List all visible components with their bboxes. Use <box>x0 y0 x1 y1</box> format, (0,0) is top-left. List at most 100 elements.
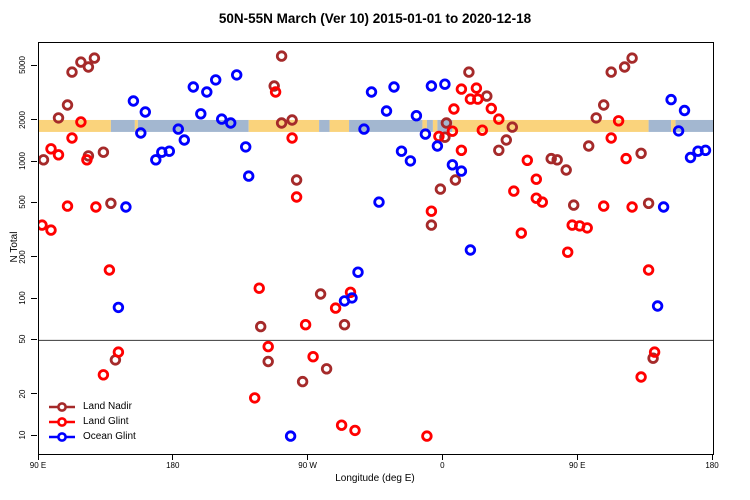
data-point-land-glint <box>642 264 655 276</box>
data-point-land-nadir <box>268 80 280 92</box>
data-point-land-glint <box>515 227 528 239</box>
data-point-ocean-glint <box>172 123 185 135</box>
y-tick-mark <box>31 434 37 436</box>
data-point-land-nadir <box>568 199 580 211</box>
data-point-ocean-glint <box>425 80 438 92</box>
data-point-land-glint <box>508 185 520 197</box>
data-point-ocean-glint <box>201 86 213 98</box>
data-point-land-nadir <box>500 134 513 146</box>
data-point-ocean-glint <box>446 159 459 171</box>
data-point-ocean-glint <box>431 140 444 152</box>
data-point-land-glint <box>299 319 312 331</box>
plot-canvas <box>39 50 713 442</box>
data-point-land-glint <box>262 340 274 353</box>
data-point-ocean-glint <box>672 125 685 137</box>
data-point-land-nadir <box>286 114 298 126</box>
data-point-ocean-glint <box>464 244 477 256</box>
data-point-land-glint <box>581 222 593 234</box>
data-point-land-nadir <box>66 66 78 78</box>
surface-band-segment-ocean <box>319 119 330 132</box>
data-point-land-nadir <box>642 197 655 210</box>
y-axis-title: N Total <box>9 231 20 263</box>
data-point-land-glint <box>472 93 484 105</box>
x-tick-mark <box>441 454 443 460</box>
data-point-ocean-glint <box>395 145 408 157</box>
x-tick-label: 90 W <box>298 461 317 470</box>
data-point-ocean-glint <box>230 69 243 81</box>
x-tick-mark <box>576 454 578 460</box>
y-tick-label: 2000 <box>18 110 27 129</box>
y-tick-label: 50 <box>18 334 27 344</box>
data-point-ocean-glint <box>112 301 125 314</box>
data-point-ocean-glint <box>684 151 697 164</box>
data-point-ocean-glint <box>195 108 207 120</box>
data-point-land-glint <box>598 200 610 212</box>
x-axis-title: Longitude (deg E) <box>335 473 415 484</box>
data-point-ocean-glint <box>410 109 423 122</box>
data-point-land-nadir <box>88 52 101 64</box>
data-point-land-glint <box>620 152 632 165</box>
surface-band-segment-ocean <box>137 119 249 132</box>
data-point-land-glint <box>335 419 348 431</box>
data-point-ocean-glint <box>380 105 393 117</box>
data-point-ocean-glint <box>455 165 468 177</box>
data-point-land-glint <box>530 173 543 185</box>
x-tick-mark <box>307 454 309 460</box>
data-point-land-nadir <box>52 112 65 124</box>
data-point-land-glint <box>81 154 93 166</box>
y-tick-label: 5000 <box>18 56 27 75</box>
surface-band-segment-ocean <box>426 119 433 132</box>
plot-area <box>38 42 714 455</box>
data-point-land-nadir <box>61 99 74 111</box>
y-tick-label: 100 <box>18 291 27 305</box>
y-tick-mark <box>31 393 37 395</box>
data-point-land-nadir <box>481 90 493 102</box>
data-point-ocean-glint <box>439 78 451 90</box>
y-tick-mark <box>31 256 37 258</box>
y-tick-label: 10 <box>18 430 27 440</box>
data-point-ocean-glint <box>699 144 712 157</box>
legend-item-land-glint: Land Glint <box>48 414 136 429</box>
data-point-land-nadir <box>314 288 327 300</box>
data-point-ocean-glint <box>239 141 252 153</box>
data-point-ocean-glint <box>651 300 664 312</box>
data-point-land-glint <box>344 286 357 299</box>
data-point-land-glint <box>97 369 110 381</box>
data-point-land-nadir <box>506 121 519 133</box>
y-tick-label: 20 <box>18 389 27 399</box>
surface-band-segment-land <box>39 119 111 132</box>
data-point-land-nadir <box>598 99 610 111</box>
data-point-land-glint <box>112 346 125 358</box>
data-point-ocean-glint <box>358 123 370 135</box>
data-point-ocean-glint <box>404 155 417 167</box>
data-point-land-nadir <box>82 61 95 73</box>
surface-band-segment-land <box>422 119 427 132</box>
x-tick-mark <box>172 454 174 460</box>
data-point-land-glint <box>61 200 74 212</box>
data-point-land-glint <box>90 201 102 213</box>
data-point-land-nadir <box>605 66 617 78</box>
data-point-land-nadir <box>39 154 50 166</box>
legend-label: Land Nadir <box>83 401 132 412</box>
data-point-land-glint <box>493 113 505 125</box>
data-point-land-nadir <box>590 112 602 124</box>
data-point-land-nadir <box>626 52 638 64</box>
data-point-land-nadir <box>439 131 451 143</box>
data-point-land-glint <box>470 82 483 94</box>
data-point-land-nadir <box>647 352 659 364</box>
data-point-ocean-glint <box>139 106 152 118</box>
surface-band-segment-ocean <box>110 119 135 132</box>
surface-band-segment-land <box>452 119 649 132</box>
data-point-land-nadir <box>262 355 274 368</box>
data-point-land-glint <box>269 86 282 98</box>
data-point-land-glint <box>433 130 445 143</box>
data-point-land-glint <box>52 149 65 161</box>
legend-item-land-nadir: Land Nadir <box>48 399 136 414</box>
data-point-land-glint <box>612 115 625 127</box>
data-point-land-glint <box>626 201 638 213</box>
x-tick-label: 180 <box>166 461 180 470</box>
surface-band-segment-ocean <box>675 119 713 132</box>
data-point-ocean-glint <box>419 128 432 140</box>
x-tick-mark <box>711 454 713 460</box>
data-point-ocean-glint <box>284 430 297 442</box>
